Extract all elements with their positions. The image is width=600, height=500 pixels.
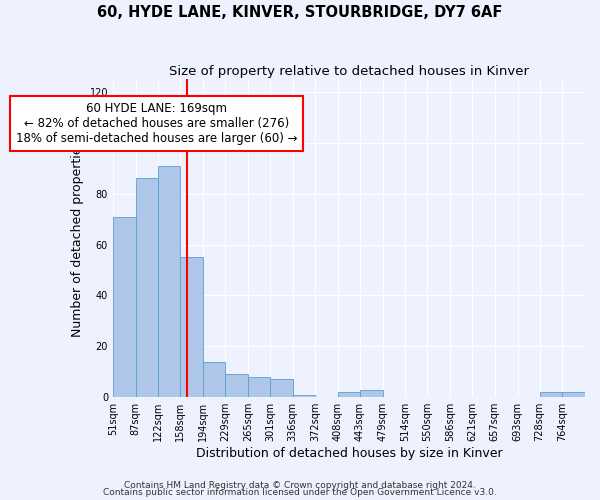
Bar: [338, 392, 360, 397]
Bar: [562, 392, 585, 397]
X-axis label: Distribution of detached houses by size in Kinver: Distribution of detached houses by size …: [196, 447, 502, 460]
Text: Contains HM Land Registry data © Crown copyright and database right 2024.: Contains HM Land Registry data © Crown c…: [124, 480, 476, 490]
Text: 60 HYDE LANE: 169sqm
← 82% of detached houses are smaller (276)
18% of semi-deta: 60 HYDE LANE: 169sqm ← 82% of detached h…: [16, 102, 297, 145]
Bar: [225, 374, 248, 397]
Bar: [203, 362, 225, 397]
Text: Contains public sector information licensed under the Open Government Licence v3: Contains public sector information licen…: [103, 488, 497, 497]
Bar: [293, 394, 315, 397]
Bar: [158, 166, 181, 397]
Bar: [360, 390, 383, 397]
Bar: [271, 380, 293, 397]
Bar: [113, 216, 136, 397]
Bar: [248, 377, 271, 397]
Bar: [181, 258, 203, 397]
Bar: [539, 392, 562, 397]
Text: 60, HYDE LANE, KINVER, STOURBRIDGE, DY7 6AF: 60, HYDE LANE, KINVER, STOURBRIDGE, DY7 …: [97, 5, 503, 20]
Title: Size of property relative to detached houses in Kinver: Size of property relative to detached ho…: [169, 65, 529, 78]
Y-axis label: Number of detached properties: Number of detached properties: [71, 140, 84, 336]
Bar: [136, 178, 158, 397]
